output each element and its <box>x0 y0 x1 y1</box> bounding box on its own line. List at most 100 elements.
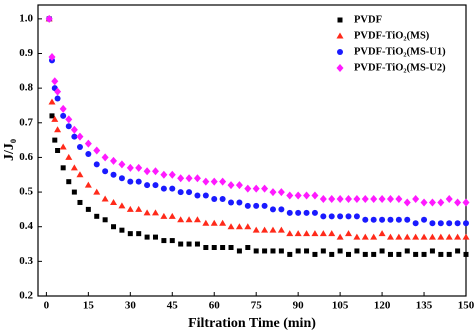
marker <box>185 216 193 223</box>
y-tick-label: 0.4 <box>19 220 33 232</box>
marker <box>102 217 108 223</box>
marker <box>361 195 369 203</box>
marker <box>85 150 92 157</box>
marker <box>253 248 259 254</box>
marker <box>463 220 469 227</box>
marker <box>354 248 360 254</box>
marker <box>336 233 344 240</box>
marker <box>48 52 56 61</box>
y-tick-label: 1.0 <box>19 12 33 24</box>
marker <box>135 163 143 172</box>
marker <box>202 192 209 199</box>
marker <box>93 146 101 155</box>
marker <box>320 213 327 220</box>
marker <box>102 168 109 175</box>
marker <box>135 205 143 212</box>
marker <box>396 251 402 257</box>
marker <box>186 241 192 247</box>
marker <box>94 213 100 219</box>
marker <box>211 245 217 250</box>
marker <box>194 192 201 199</box>
marker <box>136 231 142 237</box>
marker <box>429 248 435 254</box>
legend-marker <box>337 17 343 23</box>
marker <box>160 212 168 219</box>
marker <box>202 219 210 226</box>
y-tick-label: 0.2 <box>19 290 33 302</box>
marker <box>386 195 394 203</box>
marker <box>311 230 319 237</box>
marker <box>60 165 66 171</box>
marker <box>337 213 344 220</box>
x-tick-label: 105 <box>332 300 349 312</box>
marker <box>286 209 293 216</box>
marker <box>111 224 117 230</box>
marker <box>420 198 428 207</box>
marker <box>143 167 151 176</box>
marker <box>168 170 176 179</box>
marker <box>135 178 142 185</box>
marker <box>337 248 343 254</box>
marker <box>446 251 452 257</box>
marker <box>119 227 125 233</box>
marker <box>269 188 277 197</box>
marker <box>203 245 209 250</box>
marker <box>269 206 276 213</box>
marker <box>412 220 419 227</box>
plot-frame <box>37 4 467 297</box>
marker <box>437 198 445 207</box>
marker <box>277 226 285 233</box>
marker <box>261 202 268 209</box>
marker <box>59 104 67 113</box>
marker <box>144 182 151 189</box>
marker <box>93 188 101 195</box>
marker <box>85 206 91 212</box>
marker <box>404 216 411 223</box>
marker <box>379 248 385 254</box>
marker <box>345 230 353 237</box>
marker <box>51 77 59 86</box>
marker <box>211 196 218 202</box>
marker <box>303 230 311 237</box>
marker <box>235 223 243 230</box>
marker <box>76 132 84 141</box>
y-tick-label: 0.3 <box>19 255 33 267</box>
marker <box>395 195 403 203</box>
marker <box>312 251 318 257</box>
marker <box>361 233 369 240</box>
marker <box>454 198 462 207</box>
x-tick-label: 0 <box>44 300 50 312</box>
marker <box>378 230 386 237</box>
marker <box>277 188 285 197</box>
y-tick-label: 0.7 <box>19 116 33 128</box>
marker <box>463 251 469 257</box>
marker <box>328 213 335 220</box>
marker <box>395 216 402 223</box>
marker <box>227 223 235 230</box>
marker <box>235 181 243 190</box>
marker <box>319 195 327 203</box>
marker <box>454 233 462 240</box>
marker <box>303 191 311 200</box>
legend-label: PVDF-TiO₂(MS-U2) <box>354 62 446 73</box>
marker <box>210 177 218 186</box>
marker <box>48 98 56 105</box>
marker <box>65 153 73 160</box>
marker <box>228 245 234 250</box>
marker <box>126 205 134 212</box>
marker <box>328 195 336 203</box>
marker <box>194 241 200 247</box>
marker <box>269 226 277 233</box>
marker <box>65 123 72 130</box>
marker <box>160 185 167 192</box>
marker <box>245 245 251 250</box>
marker <box>220 245 226 250</box>
marker <box>71 133 78 140</box>
marker <box>311 209 318 216</box>
marker <box>65 115 73 124</box>
x-tick-label: 90 <box>293 300 305 312</box>
marker <box>177 189 184 196</box>
x-tick-label: 15 <box>83 300 95 312</box>
marker <box>386 233 394 240</box>
y-tick-label: 0.5 <box>19 186 33 198</box>
